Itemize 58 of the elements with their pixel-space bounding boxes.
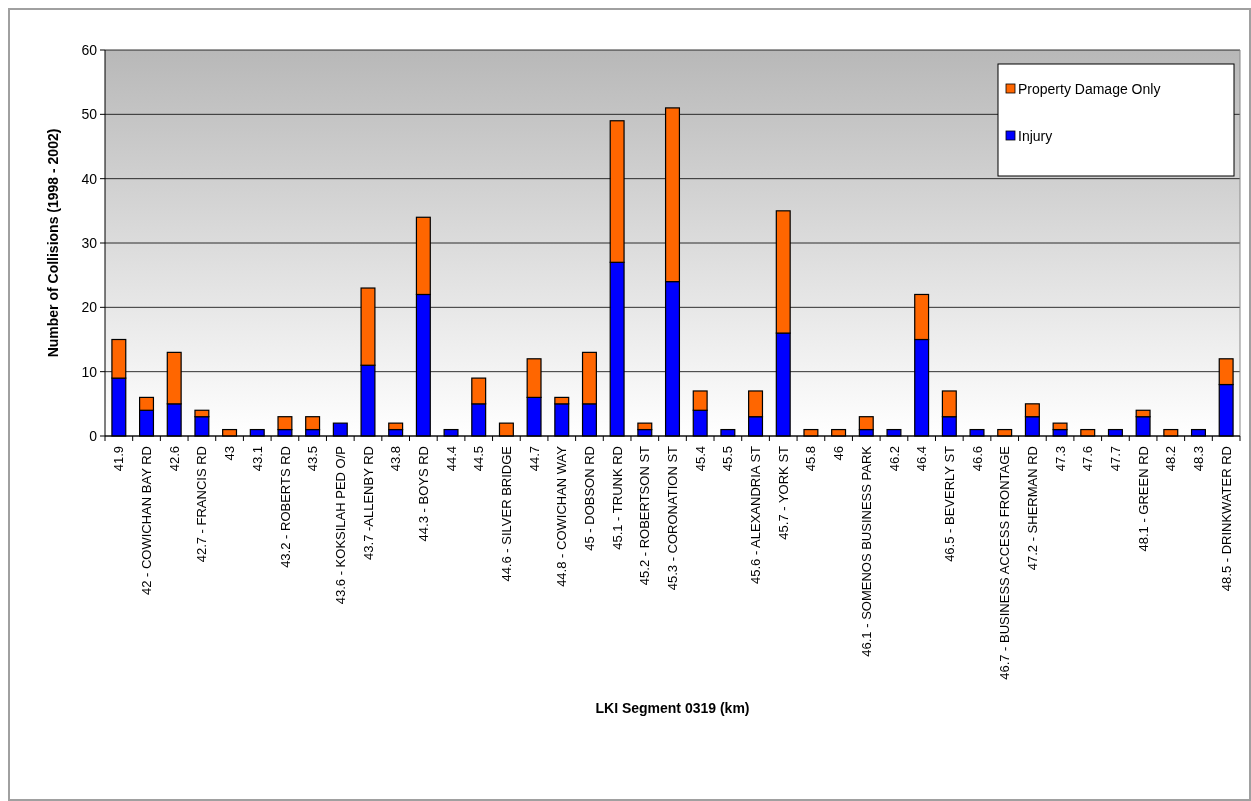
y-axis-title: Number of Collisions (1998 - 2002) [45, 128, 61, 358]
x-tick-label: 45.7 - YORK ST [775, 445, 791, 540]
x-tick-label: 43.8 [388, 446, 404, 472]
bar [305, 416, 321, 431]
y-tick-label: 60 [81, 41, 98, 58]
x-tick-label: 41.9 [111, 446, 127, 472]
y-tick-label: 30 [81, 234, 98, 251]
x-tick-label: 46.5 - BEVERLY ST [941, 445, 957, 562]
x-tick-label: 48.5 - DRINKWATER RD [1218, 446, 1234, 592]
x-tick-label: 48.1 - GREEN RD [1135, 446, 1151, 552]
x-tick-label: 44.4 [443, 446, 459, 472]
x-tick-label: 44.3 - BOYS RD [415, 446, 431, 542]
x-tick-label: 45.3 - CORONATION ST [665, 445, 681, 591]
x-tick-label: 43.1 [249, 446, 265, 472]
x-tick-label: 44.5 [471, 446, 487, 472]
x-axis-title: LKI Segment 0319 (km) [595, 700, 750, 716]
x-tick-label: 45.4 [692, 446, 708, 472]
x-tick-label: 48.3 [1191, 446, 1207, 472]
x-tick-label: 46.4 [914, 446, 930, 472]
x-tick-label: 45.2 - ROBERTSON ST [637, 445, 653, 586]
x-tick-label: 43.5 [305, 446, 321, 472]
x-tick-label: 47.2 - SHERMAN RD [1024, 446, 1040, 571]
bar [858, 416, 874, 431]
x-tick-label: 42 - COWICHAN BAY RD [139, 446, 155, 596]
y-tick-label: 40 [81, 170, 98, 187]
x-tick-label: 45.6 - ALEXANDRIA ST [748, 445, 764, 585]
x-tick-label: 46.7 - BUSINESS ACCESS FRONTAGE [997, 445, 1013, 680]
x-tick-label: 45.5 [720, 446, 736, 472]
bar [277, 416, 293, 431]
x-tick-label: 45.8 [803, 446, 819, 472]
x-tick-label: 47.7 [1107, 446, 1123, 472]
x-tick-label: 43 [222, 446, 238, 461]
x-tick-label: 46 [831, 446, 847, 461]
x-tick-label: 45.1 - TRUNK RD [609, 446, 625, 550]
x-tick-label: 44.7 [526, 446, 542, 472]
x-tick-label: 44.8 - COWICHAN WAY [554, 445, 570, 587]
x-tick-label: 46.6 [969, 446, 985, 472]
legend-label: Property Damage Only [1018, 80, 1161, 97]
bar [388, 422, 404, 431]
x-tick-label: 42.6 [166, 446, 182, 472]
y-tick-label: 10 [81, 363, 98, 380]
legend-label: Injury [1018, 127, 1053, 144]
y-tick-label: 0 [89, 427, 98, 444]
bar [637, 422, 653, 431]
x-tick-label: 42.7 - FRANCIS RD [194, 446, 210, 563]
x-tick-label: 47.6 [1080, 446, 1096, 472]
x-tick-label: 44.6 - SILVER BRIDGE [498, 445, 514, 582]
y-tick-label: 50 [81, 106, 98, 123]
x-tick-label: 43.2 - ROBERTS RD [277, 446, 293, 568]
x-tick-label: 45 - DOBSON RD [582, 446, 597, 551]
x-tick-label: 43.7 -ALLENBY RD [360, 446, 376, 560]
x-tick-label: 46.1 - SOMENOS BUSINESS PARK [858, 445, 874, 657]
x-tick-label: 48.2 [1163, 446, 1179, 472]
y-tick-label: 20 [81, 299, 98, 316]
bar [1052, 422, 1068, 431]
x-tick-label: 43.6 - KOKSILAH PED O/P [332, 446, 348, 605]
x-tick-label: 46.2 [886, 446, 902, 472]
x-tick-label: 47.3 [1052, 446, 1068, 472]
